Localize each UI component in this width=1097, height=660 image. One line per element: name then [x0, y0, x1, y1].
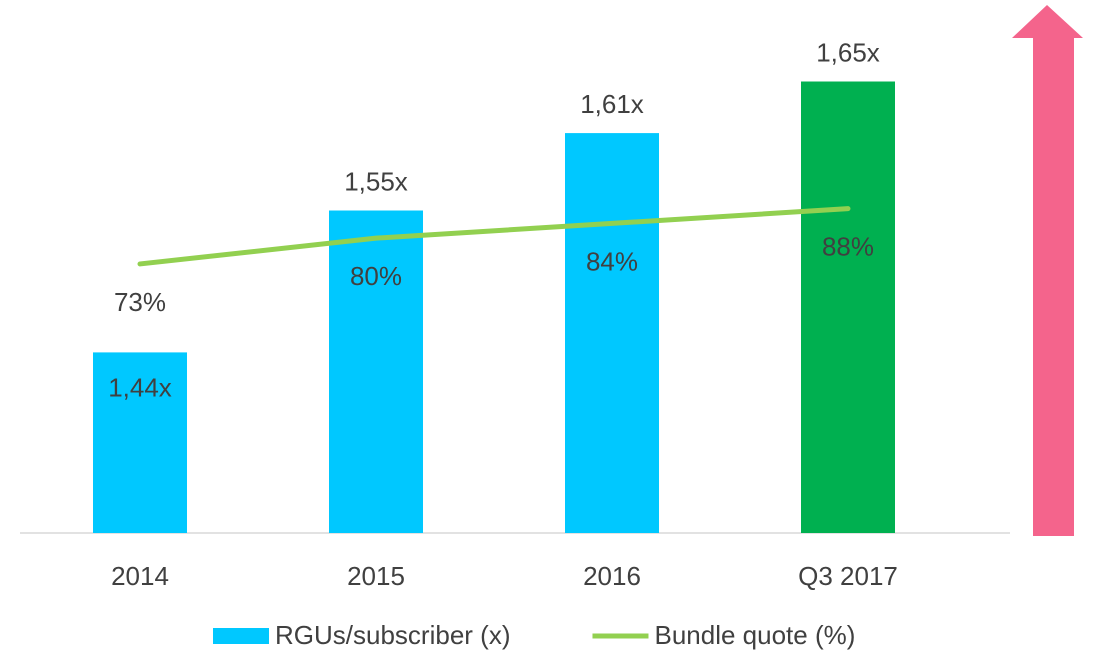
x-tick-label: 2016 — [583, 561, 641, 591]
x-tick-label: Q3 2017 — [798, 561, 898, 591]
bar-value-label: 1,65x — [816, 37, 880, 67]
legend-label: RGUs/subscriber (x) — [275, 620, 510, 650]
growth-arrow — [1012, 5, 1083, 536]
line-value-label: 80% — [350, 261, 402, 291]
bar — [801, 81, 895, 533]
legend-label: Bundle quote (%) — [654, 620, 855, 650]
line-value-label: 88% — [822, 232, 874, 262]
line-value-label: 73% — [114, 287, 166, 317]
line — [137, 206, 851, 267]
bar — [93, 352, 187, 533]
bar-value-label: 1,44x — [108, 372, 172, 402]
x-tick-label: 2014 — [111, 561, 169, 591]
bar-value-label: 1,61x — [580, 89, 644, 119]
bar — [565, 133, 659, 533]
x-tick-label: 2015 — [347, 561, 405, 591]
line-value-label: 84% — [586, 246, 638, 276]
bar — [329, 210, 423, 533]
bar-value-label: 1,55x — [344, 166, 408, 196]
legend-swatch — [213, 628, 269, 644]
